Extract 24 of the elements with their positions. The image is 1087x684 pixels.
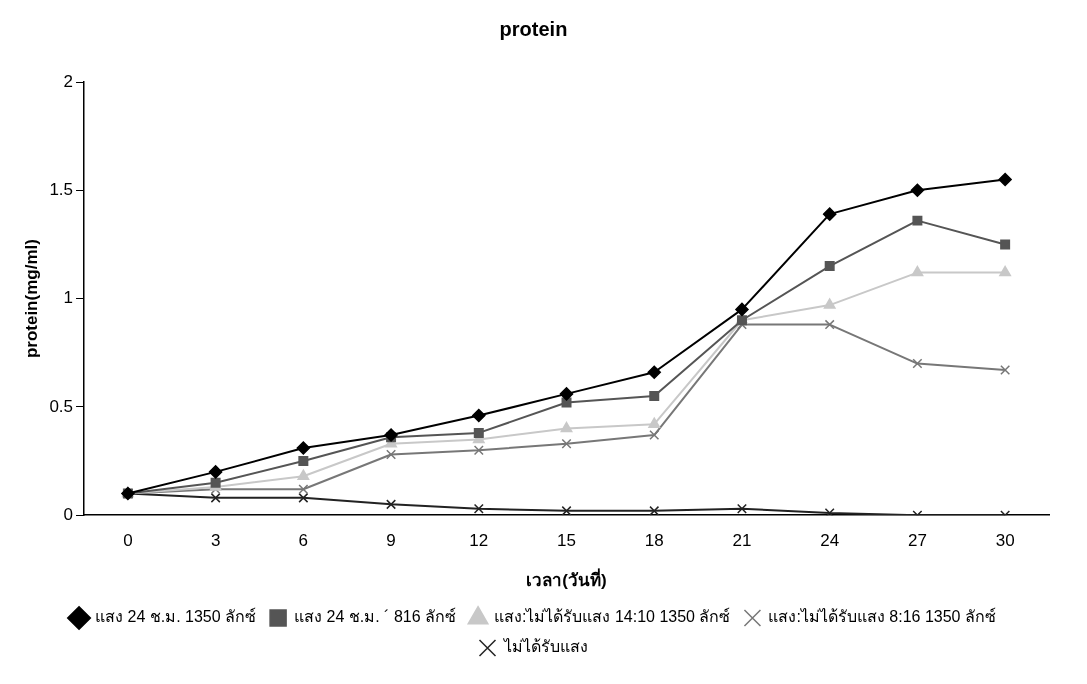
legend-label: แสง 24 ช.ม. 1350 ลักซ์ [95, 607, 257, 626]
x-axis-title: เวลา(วันที่) [526, 568, 607, 591]
x-tick-label: 0 [123, 531, 133, 551]
y-tick-label: 0 [63, 504, 74, 524]
x-tick-label: 6 [298, 531, 309, 551]
y-tick-label: 2 [63, 71, 74, 91]
x-tick-label: 21 [732, 531, 752, 551]
y-tick-label: 0.5 [49, 396, 74, 416]
y-tick-label: 1.5 [49, 179, 74, 199]
legend-label: แสง:ไม่ได้รับแสง 14:10 1350 ลักซ์ [494, 607, 731, 626]
x-tick-label: 12 [469, 531, 489, 551]
x-tick-label: 9 [386, 531, 396, 551]
x-tick-label: 24 [820, 531, 840, 551]
x-tick-label: 3 [210, 531, 221, 551]
x-tick-label: 27 [907, 531, 927, 551]
x-tick-label: 30 [995, 531, 1015, 551]
y-axis-title: protein(mg/ml) [21, 239, 41, 359]
x-tick-label: 18 [644, 531, 664, 551]
chart-title: protein [499, 17, 568, 40]
legend-label: ไม่ได้รับแสง [501, 637, 588, 656]
x-tick-label: 15 [557, 531, 576, 551]
y-tick-label: 1 [63, 288, 74, 308]
legend-label: แสง:ไม่ได้รับแสง 8:16 1350 ลักซ์ [768, 607, 996, 626]
legend-label: แสง 24 ช.ม. ´ 816 ลักซ์ [294, 607, 457, 626]
